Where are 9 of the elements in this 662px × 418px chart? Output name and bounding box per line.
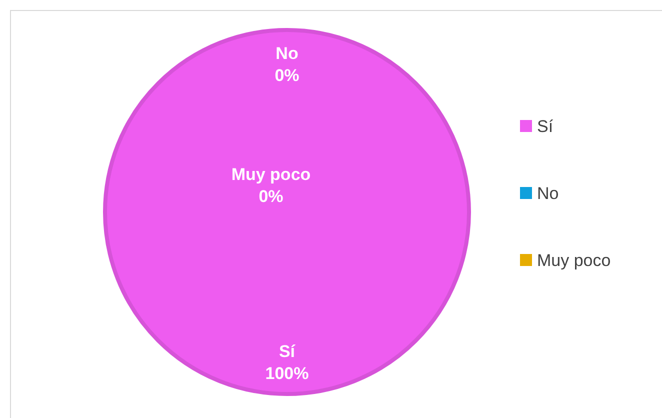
category-label: No [276, 44, 298, 63]
legend-label: Sí [537, 117, 554, 136]
slice-label: Sí [278, 342, 296, 362]
data-label: 100% [265, 364, 309, 384]
text: 0% [274, 66, 300, 85]
legend-label: No [537, 184, 559, 203]
category-label: Muy poco [231, 165, 311, 184]
legend-label: Muy poco [537, 251, 611, 270]
text: 0% [258, 187, 284, 206]
